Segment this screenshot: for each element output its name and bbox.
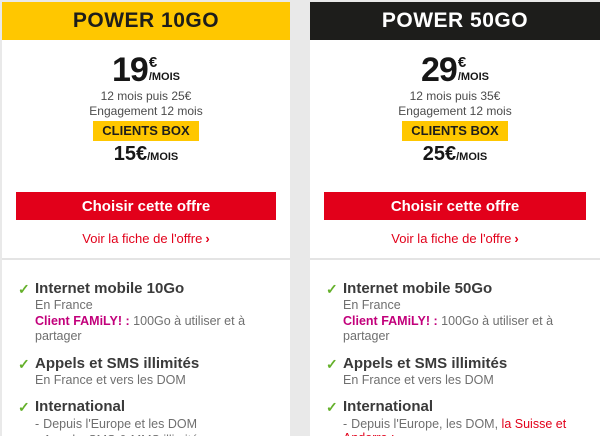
feature-calls: ✓ Appels et SMS illimités En France et v… bbox=[326, 355, 592, 389]
bullet-icon: - bbox=[35, 433, 39, 436]
plan-card-power-10go: POWER 10GO 19 € /MOIS 12 mois puis 25€ E… bbox=[2, 2, 290, 436]
feature-title: Internet mobile 50Go bbox=[343, 280, 493, 297]
price-period: /MOIS bbox=[457, 71, 489, 83]
check-icon: ✓ bbox=[326, 399, 338, 415]
feature-bullet: - Depuis l'Europe, les DOM, la Suisse et … bbox=[343, 417, 567, 436]
chevron-right-icon: › bbox=[514, 231, 519, 246]
price-conditions: 12 mois puis 35€ Engagement 12 mois bbox=[310, 89, 600, 119]
plan-pricing-section: 29 € /MOIS 12 mois puis 35€ Engagement 1… bbox=[310, 40, 600, 258]
clients-box-badge: CLIENTS BOX bbox=[402, 121, 508, 141]
promo-price: 15€ /MOIS bbox=[2, 143, 290, 165]
feature-line: Client FAMiLY! : 100Go à utiliser et à p… bbox=[35, 313, 246, 344]
price-conditions: 12 mois puis 25€ Engagement 12 mois bbox=[2, 89, 290, 119]
feature-bullet: - Depuis l'Europe et les DOM bbox=[35, 417, 198, 431]
family-offer-label: Client FAMiLY! : bbox=[35, 313, 130, 328]
feature-title: International bbox=[35, 398, 126, 415]
feature-line: En France bbox=[35, 298, 93, 312]
promo-amount: 15€ bbox=[113, 143, 148, 165]
feature-title: International bbox=[343, 398, 434, 415]
chevron-right-icon: › bbox=[205, 231, 210, 246]
price-period: /MOIS bbox=[148, 71, 180, 83]
plan-pricing-section: 19 € /MOIS 12 mois puis 25€ Engagement 1… bbox=[2, 40, 290, 258]
price-amount: 19 bbox=[112, 51, 149, 89]
condition-line: 12 mois puis 25€ bbox=[100, 89, 192, 103]
feature-international: ✓ International - Depuis l'Europe, les DO… bbox=[326, 398, 592, 436]
feature-line: Client FAMiLY! : 100Go à utiliser et à p… bbox=[343, 313, 554, 344]
plan-title: POWER 50GO bbox=[381, 9, 529, 32]
check-icon: ✓ bbox=[326, 281, 338, 297]
promo-amount: 25€ bbox=[422, 143, 457, 165]
plan-card-power-50go: POWER 50GO 29 € /MOIS 12 mois puis 35€ E… bbox=[310, 2, 600, 436]
plan-header: POWER 50GO bbox=[310, 2, 600, 40]
promo-period: /MOIS bbox=[147, 151, 179, 163]
features-section: ✓ Internet mobile 50Go En France Client … bbox=[310, 258, 600, 436]
price-currency: € bbox=[148, 54, 158, 71]
feature-internet: ✓ Internet mobile 50Go En France Client … bbox=[326, 280, 592, 345]
feature-title: Internet mobile 10Go bbox=[35, 280, 185, 297]
condition-line: Engagement 12 mois bbox=[89, 104, 203, 118]
promo-price: 25€ /MOIS bbox=[310, 143, 600, 165]
offer-details-link[interactable]: Voir la fiche de l'offre › bbox=[82, 231, 210, 246]
family-offer-label: Client FAMiLY! : bbox=[343, 313, 438, 328]
offer-details-link[interactable]: Voir la fiche de l'offre › bbox=[391, 231, 519, 246]
condition-line: 12 mois puis 35€ bbox=[409, 89, 501, 103]
bullet-icon: - bbox=[343, 417, 348, 431]
feature-title: Appels et SMS illimités bbox=[35, 354, 200, 372]
price-amount: 29 bbox=[421, 51, 458, 89]
plan-header: POWER 10GO bbox=[2, 2, 290, 40]
choose-offer-button[interactable]: Choisir cette offre bbox=[324, 192, 586, 220]
clients-box-badge: CLIENTS BOX bbox=[93, 121, 199, 141]
main-price: 29 € /MOIS bbox=[310, 51, 600, 89]
check-icon: ✓ bbox=[326, 355, 338, 372]
check-icon: ✓ bbox=[18, 281, 30, 297]
feature-bullet: -Appels, SMS & MMS illimités bbox=[35, 433, 209, 436]
feature-title: Appels et SMS illimités bbox=[343, 354, 508, 372]
feature-calls: ✓ Appels et SMS illimités En France et v… bbox=[18, 355, 282, 389]
feature-line: En France et vers les DOM bbox=[343, 372, 494, 387]
features-section: ✓ Internet mobile 10Go En France Client … bbox=[2, 258, 290, 436]
main-price: 19 € /MOIS bbox=[2, 51, 290, 89]
feature-line: En France et vers les DOM bbox=[35, 372, 186, 387]
plan-title: POWER 10GO bbox=[72, 9, 220, 32]
check-icon: ✓ bbox=[18, 399, 30, 415]
feature-line: En France bbox=[343, 298, 401, 312]
price-currency: € bbox=[457, 54, 467, 71]
condition-line: Engagement 12 mois bbox=[398, 104, 512, 118]
feature-internet: ✓ Internet mobile 10Go En France Client … bbox=[18, 280, 282, 345]
feature-international: ✓ International - Depuis l'Europe et les … bbox=[18, 398, 282, 436]
check-icon: ✓ bbox=[18, 355, 30, 372]
bullet-icon: - bbox=[35, 417, 40, 431]
promo-period: /MOIS bbox=[456, 151, 488, 163]
choose-offer-button[interactable]: Choisir cette offre bbox=[16, 192, 276, 220]
